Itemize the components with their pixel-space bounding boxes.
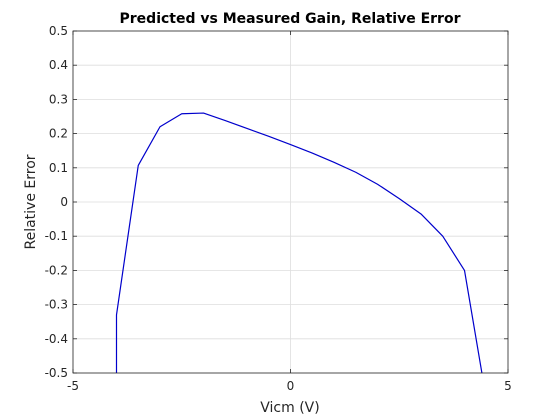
y-tick-label: -0.5 <box>45 366 68 380</box>
y-tick-label: 0.2 <box>49 127 68 141</box>
series-line <box>115 112 483 374</box>
y-tick-label: -0.4 <box>45 332 68 346</box>
x-axis-label: Vicm (V) <box>260 400 319 416</box>
y-tick-label: 0.4 <box>49 58 68 72</box>
y-tick-label: -0.2 <box>45 263 68 277</box>
tick-marks <box>72 30 509 374</box>
y-tick-label: 0.5 <box>49 24 68 38</box>
y-tick-label: -0.3 <box>45 298 68 312</box>
series-group <box>115 112 483 374</box>
y-tick-label: 0 <box>60 195 68 209</box>
grid-lines <box>72 30 509 374</box>
x-tick-label: -5 <box>67 379 79 393</box>
x-tick-labels: -5 0 5 <box>67 379 512 393</box>
y-axis-label: Relative Error <box>23 154 39 249</box>
chart-title: Predicted vs Measured Gain, Relative Err… <box>120 11 461 27</box>
y-tick-label: -0.1 <box>45 229 68 243</box>
y-tick-label: 0.1 <box>49 161 68 175</box>
x-tick-label: 5 <box>504 379 512 393</box>
x-tick-label: 0 <box>287 379 295 393</box>
y-tick-label: 0.3 <box>49 92 68 106</box>
y-tick-labels: -0.5 -0.4 -0.3 -0.2 -0.1 0 0.1 0.2 0.3 0.4 0.5 <box>45 24 68 380</box>
